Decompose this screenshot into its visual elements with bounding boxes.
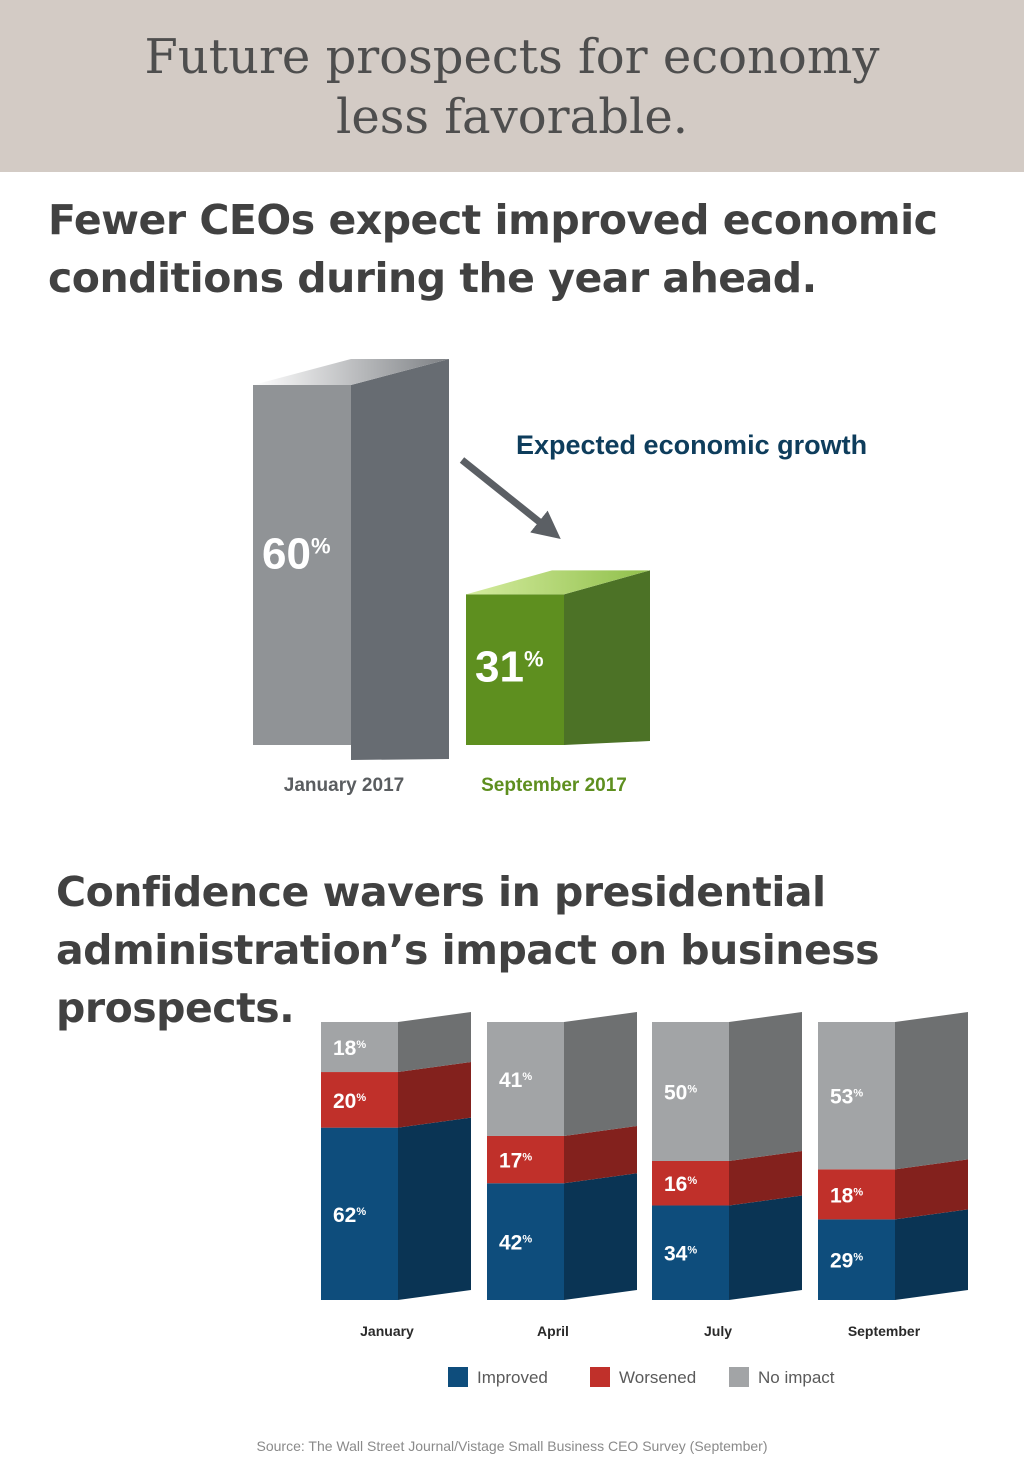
segment-label-improved-april: 42% xyxy=(499,1232,532,1255)
segment-front-worsened-april xyxy=(487,1135,564,1184)
segment-front-worsened-july xyxy=(652,1161,729,1206)
legend-label-no-impact: No impact xyxy=(758,1368,835,1387)
bar-front-sep xyxy=(466,594,564,745)
segment-front-improved-july xyxy=(652,1205,729,1300)
section1-heading-line1: Fewer CEOs expect improved economic xyxy=(48,196,938,244)
segment-side-no-impact-january xyxy=(398,1012,471,1073)
segment-side-worsened-july xyxy=(729,1151,802,1206)
section2-heading-line3: prospects. xyxy=(56,984,295,1032)
segment-side-improved-september xyxy=(895,1209,968,1300)
banner-title-line2: less favorable. xyxy=(336,89,688,145)
bar-value-sep: 31% xyxy=(475,643,544,692)
category-label-april: April xyxy=(537,1323,569,1339)
segment-side-no-impact-september xyxy=(895,1012,968,1170)
title-banner: Future prospects for economy less favora… xyxy=(0,0,1024,172)
decline-arrow-icon xyxy=(459,457,561,539)
source-note: Source: The Wall Street Journal/Vistage … xyxy=(256,1438,768,1454)
category-label-september: September xyxy=(848,1323,921,1339)
chart1-title: Expected economic growth xyxy=(516,430,867,460)
segment-label-worsened-january: 20% xyxy=(333,1090,366,1113)
bar-value-jan: 60% xyxy=(262,530,331,579)
bar-side-sep xyxy=(564,570,650,745)
legend-label-worsened: Worsened xyxy=(619,1368,696,1387)
bar-top-sep xyxy=(466,570,650,595)
segment-label-no-impact-september: 53% xyxy=(830,1086,863,1109)
bar-side-jan xyxy=(351,359,449,760)
segment-side-worsened-september xyxy=(895,1159,968,1220)
segment-label-no-impact-april: 41% xyxy=(499,1069,532,1092)
confidence-stacked-chart: 62% 20% 18% January 42% 17% 41% April 34% 16% 50% J… xyxy=(321,1012,968,1387)
segment-side-worsened-january xyxy=(398,1062,471,1128)
segment-front-improved-april xyxy=(487,1183,564,1300)
segment-side-improved-july xyxy=(729,1195,802,1300)
segment-front-no-impact-january xyxy=(321,1022,398,1073)
segment-front-no-impact-september xyxy=(818,1022,895,1170)
segment-label-worsened-september: 18% xyxy=(830,1184,863,1207)
section1-heading-line2: conditions during the year ahead. xyxy=(48,254,817,302)
segment-label-improved-september: 29% xyxy=(830,1250,863,1273)
legend-swatch-worsened xyxy=(590,1367,610,1387)
segment-front-no-impact-july xyxy=(652,1022,729,1161)
segment-front-improved-january xyxy=(321,1127,398,1300)
segment-label-no-impact-january: 18% xyxy=(333,1037,366,1060)
category-label-jan: January 2017 xyxy=(284,775,404,796)
category-label-january: January xyxy=(360,1323,414,1339)
segment-side-worsened-april xyxy=(564,1125,637,1184)
category-label-july: July xyxy=(704,1323,732,1339)
segment-label-improved-july: 34% xyxy=(664,1243,697,1266)
section2-heading-line1: Confidence wavers in presidential xyxy=(56,868,826,916)
category-label-sep: September 2017 xyxy=(481,775,627,796)
segment-side-no-impact-july xyxy=(729,1012,802,1161)
segment-side-improved-april xyxy=(564,1173,637,1300)
segment-front-worsened-january xyxy=(321,1072,398,1128)
section2-heading-line2: administration’s impact on business xyxy=(56,926,880,974)
bar-top-jan xyxy=(253,359,449,385)
bar-front-jan xyxy=(253,385,351,745)
segment-front-worsened-september xyxy=(818,1169,895,1220)
segment-side-no-impact-april xyxy=(564,1012,637,1136)
segment-front-improved-september xyxy=(818,1219,895,1300)
legend-label-improved: Improved xyxy=(477,1368,548,1387)
segment-label-worsened-july: 16% xyxy=(664,1173,697,1196)
segment-label-improved-january: 62% xyxy=(333,1204,366,1227)
banner-title-line1: Future prospects for economy xyxy=(144,29,880,85)
expected-growth-chart: Expected economic growth 60% January 2017… xyxy=(253,359,867,796)
legend-swatch-no-impact xyxy=(729,1367,749,1387)
segment-label-worsened-april: 17% xyxy=(499,1150,532,1173)
segment-side-improved-january xyxy=(398,1117,471,1300)
segment-front-no-impact-april xyxy=(487,1022,564,1136)
legend-swatch-improved xyxy=(448,1367,468,1387)
segment-label-no-impact-july: 50% xyxy=(664,1082,697,1105)
